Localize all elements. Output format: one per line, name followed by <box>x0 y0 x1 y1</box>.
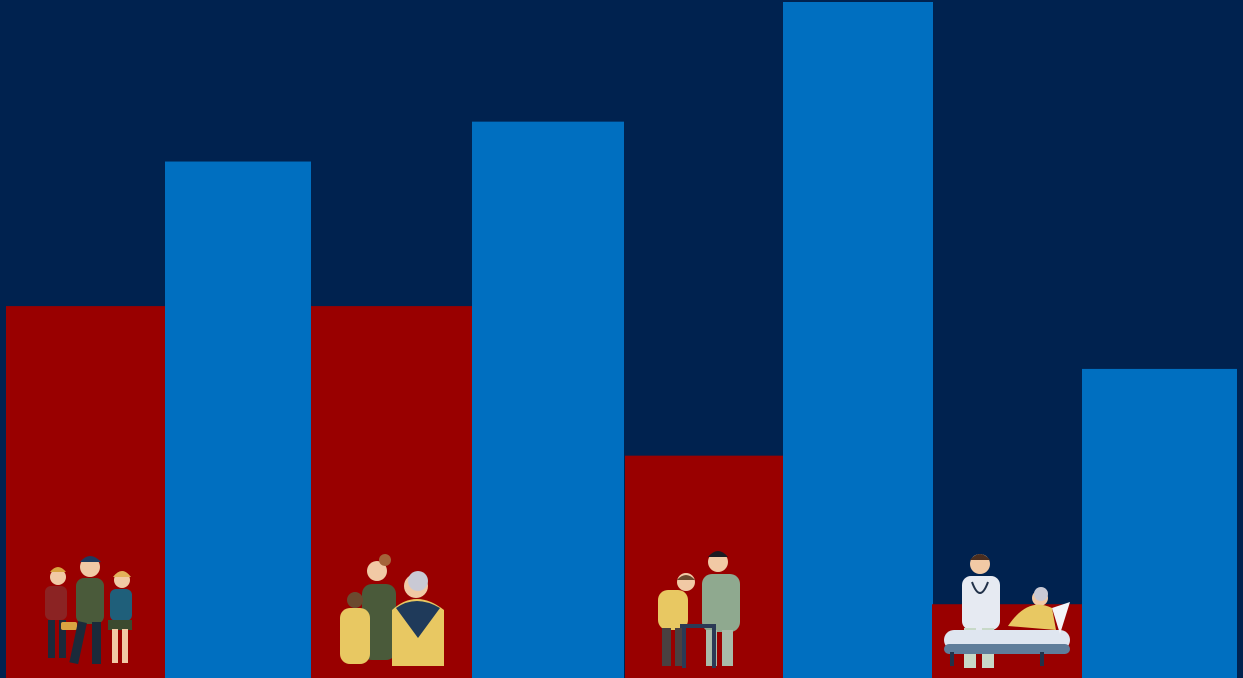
blue-bar-2 <box>472 121 624 678</box>
nurse-patient-bed-icon <box>944 554 1070 668</box>
blue-bar-1 <box>165 161 311 678</box>
caregiver-walker-icon <box>658 551 740 668</box>
family-walking-icon <box>45 556 132 665</box>
blue-bar-3 <box>783 2 933 678</box>
red-bar-3 <box>625 455 783 678</box>
blue-bar-4 <box>1082 368 1237 678</box>
multigenerational-family-icon <box>340 554 444 666</box>
bars-layer <box>6 2 1237 678</box>
